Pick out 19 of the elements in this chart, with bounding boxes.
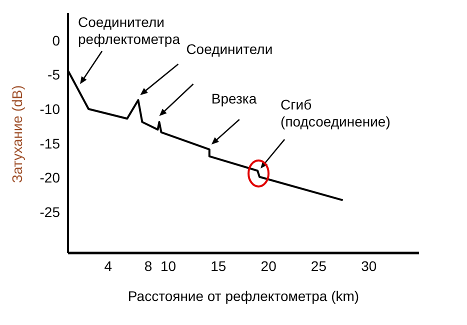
y-tick-label: -20: [40, 170, 60, 186]
y-tick-label: -10: [40, 100, 60, 117]
y-axis-title: Затухание (dB): [8, 85, 25, 183]
annotation: Соединители рефлектометра: [78, 14, 180, 48]
y-tick-label: -15: [40, 135, 60, 152]
annotation: Врезка: [211, 90, 257, 106]
x-tick-label: 20: [260, 258, 277, 274]
y-tick-label: -25: [40, 204, 60, 220]
x-axis-title: Расстояние от рефлектометра (km): [128, 288, 360, 304]
y-tick-label: 0: [52, 32, 60, 48]
x-tick-label: 25: [310, 258, 327, 274]
y-tick-label: -5: [48, 66, 60, 83]
annotation: Сгиб (подсоединение): [280, 96, 390, 130]
x-tick-label: 8: [144, 258, 152, 274]
annotation: Соединители: [186, 41, 273, 58]
x-tick-label: 4: [104, 258, 112, 274]
x-tick-label: 15: [210, 258, 226, 274]
x-tick-label: 30: [361, 258, 377, 274]
x-tick-label: 10: [160, 258, 176, 274]
